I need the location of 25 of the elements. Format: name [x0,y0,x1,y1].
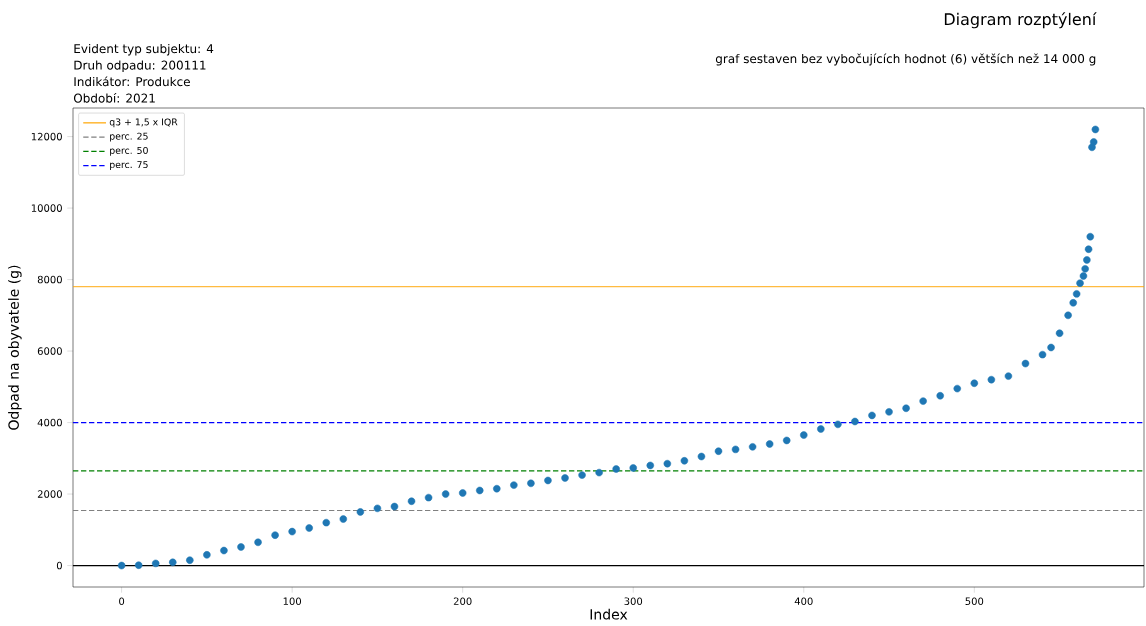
legend-label: perc. 25 [110,132,148,142]
chart-title: Diagram rozptýlení [944,12,1097,29]
chart-subtitle: graf sestaven bez vybočujících hodnot (6) větších než 14 000 g [715,53,1096,66]
x-tick-label: 0 [119,597,125,605]
x-tick-label: 400 [794,597,813,605]
y-tick-label: 10000 [31,204,62,212]
y-tick-label: 2000 [37,490,62,498]
legend-label: perc. 75 [110,161,148,170]
text: Období: 2021 [73,92,155,103]
text: Indikátor: Produkce [74,76,190,87]
legend-label: perc. 50 [110,146,148,156]
x-tick-label: 300 [624,597,643,605]
y-tick-label: 0 [56,561,62,570]
legend-label: q3 + 1,5 x IQR [109,118,178,128]
y-tick-label: 12000 [31,132,62,141]
y-tick-label: 8000 [37,275,62,284]
y-axis-title: Odpad na obyvatele (g) [8,265,22,430]
x-axis-title: Index [590,608,628,620]
x-tick-label: 200 [453,597,472,605]
y-tick-label: 6000 [37,347,62,355]
x-tick-label: 100 [283,597,302,605]
x-tick-label: 500 [965,597,984,605]
text: Druh odpadu: 200111 [74,60,206,72]
text: Evident typ subjektu: 4 [74,43,214,56]
y-tick-label: 4000 [37,418,62,427]
